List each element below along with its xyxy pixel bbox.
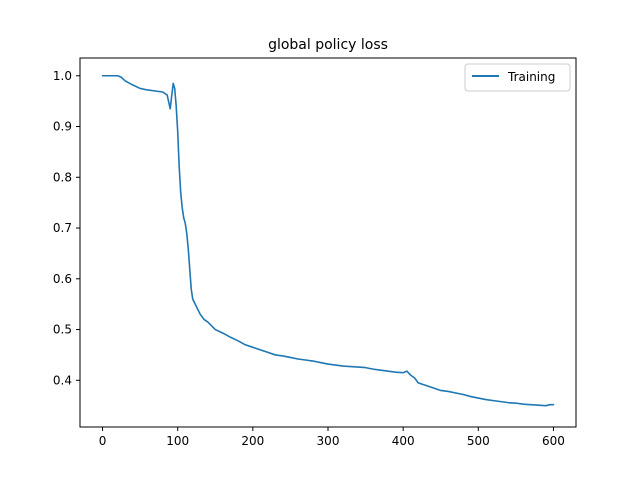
x-tick-label: 500	[467, 434, 490, 448]
y-axis: 0.4 0.5 0.6 0.7 0.8 0.9 1.0	[53, 69, 80, 387]
x-tick-label: 300	[317, 434, 340, 448]
x-tick-label: 200	[241, 434, 264, 448]
series-line-training	[101, 74, 555, 407]
x-tick-label: 0	[99, 434, 107, 448]
plot-frame	[79, 57, 577, 428]
x-tick-label: 600	[542, 434, 565, 448]
legend-box	[464, 63, 571, 92]
y-tick-label: 0.7	[53, 221, 72, 235]
y-tick-label: 0.5	[53, 323, 72, 337]
legend: Training	[464, 63, 571, 92]
y-tick-label: 0.6	[53, 272, 72, 286]
y-tick-label: 0.9	[53, 120, 72, 134]
chart-title: global policy loss	[268, 37, 388, 53]
x-tick-label: 100	[166, 434, 189, 448]
y-tick-label: 1.0	[53, 69, 72, 83]
x-axis: 0 100 200 300 400 500 600	[99, 427, 565, 448]
y-tick-label: 0.8	[53, 170, 72, 184]
plot-area	[101, 74, 555, 407]
x-tick-label: 400	[392, 434, 415, 448]
y-tick-label: 0.4	[53, 373, 72, 387]
legend-label-training: Training	[507, 70, 555, 84]
